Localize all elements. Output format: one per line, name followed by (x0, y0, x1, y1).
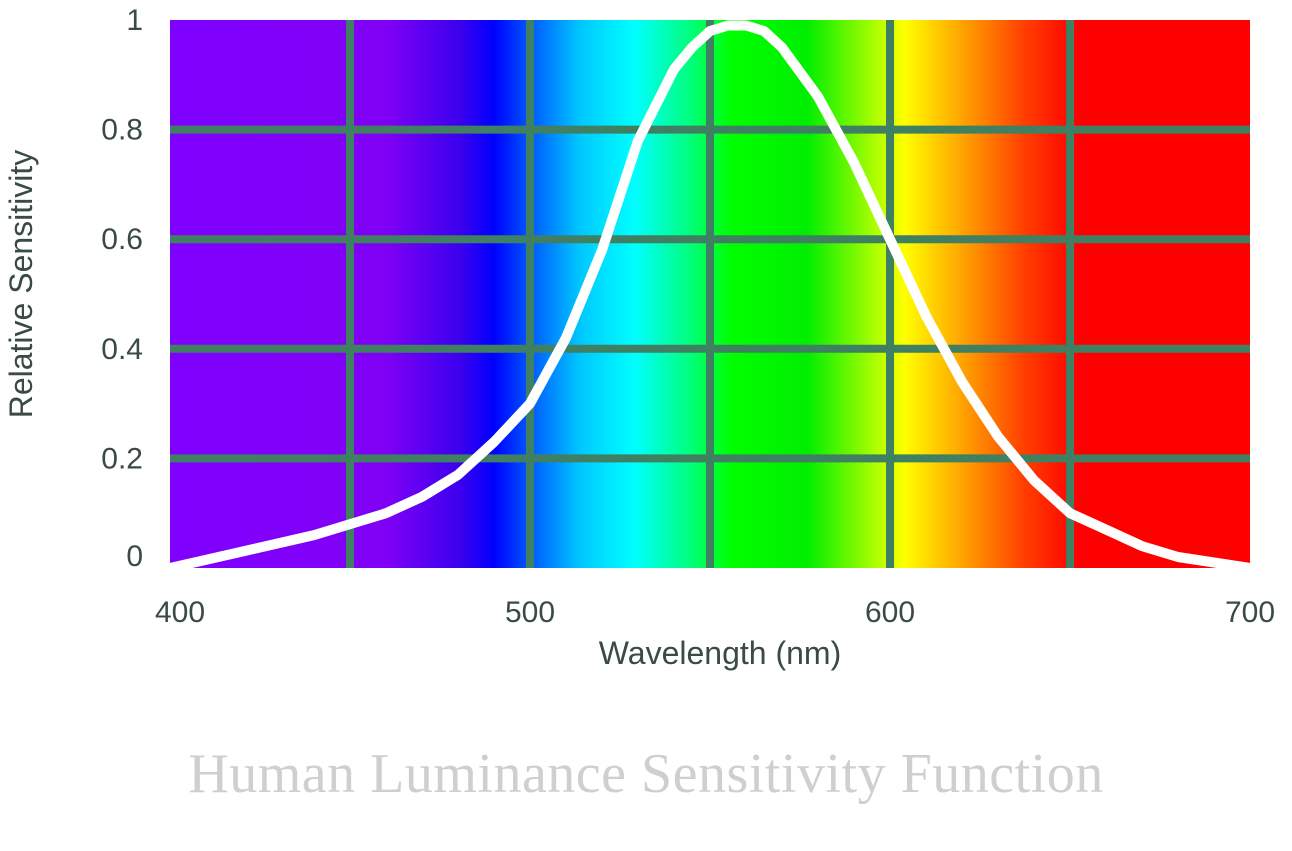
figure-caption: Human Luminance Sensitivity Function (188, 743, 1104, 805)
y-tick-label: 0.2 (101, 442, 143, 475)
x-tick-label: 600 (865, 596, 915, 629)
x-tick-label: 500 (505, 596, 555, 629)
x-tick-label: 700 (1225, 596, 1275, 629)
y-tick-label: 0.8 (101, 114, 143, 147)
grid (170, 20, 1250, 568)
sensitivity-curve (165, 20, 1255, 573)
y-axis-label: Relative Sensitivity (3, 150, 39, 419)
x-axis-ticks: 400 500 600 700 (155, 596, 1275, 629)
y-tick-label: 0.4 (101, 333, 143, 366)
y-axis-ticks: 0 0.2 0.4 0.6 0.8 1 (101, 4, 143, 573)
x-tick-label: 400 (155, 596, 205, 629)
y-tick-label: 1 (126, 4, 143, 37)
x-axis-label: Wavelength (nm) (599, 635, 841, 671)
y-tick-label: 0 (126, 540, 143, 573)
y-tick-label: 0.6 (101, 223, 143, 256)
